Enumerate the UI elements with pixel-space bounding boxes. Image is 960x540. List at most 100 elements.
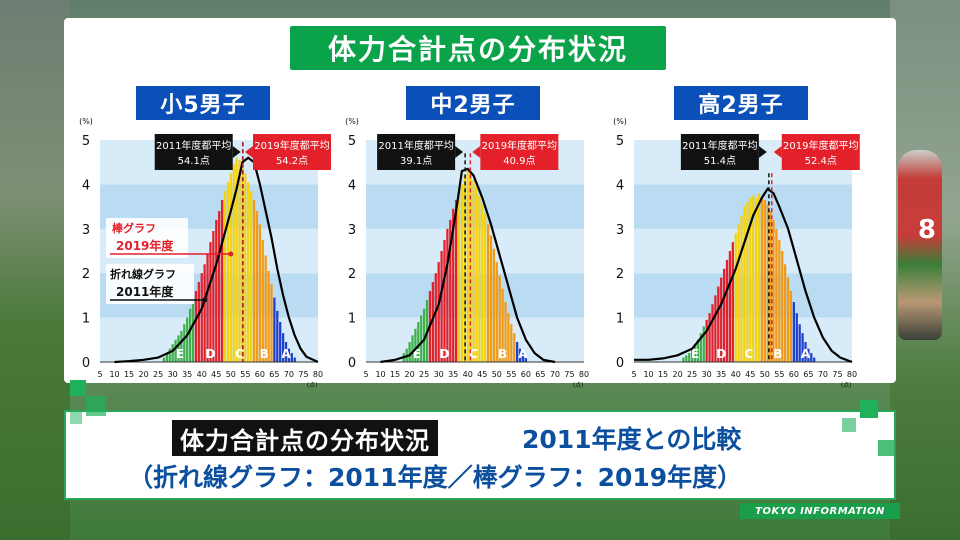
x-tick-label: 45 bbox=[211, 370, 221, 379]
bar-2019 bbox=[220, 199, 224, 362]
bar-2019 bbox=[411, 335, 414, 362]
bar-2019 bbox=[722, 268, 726, 362]
line-2011 bbox=[634, 187, 853, 364]
bar-2019 bbox=[212, 231, 215, 362]
bar-2019 bbox=[457, 191, 461, 362]
bar-2019 bbox=[813, 357, 816, 362]
x-tick-label: 75 bbox=[832, 370, 842, 379]
bar-2019 bbox=[472, 179, 475, 362]
avg-2019-pointer bbox=[245, 146, 254, 158]
bar-2019 bbox=[734, 233, 737, 362]
bar-2019 bbox=[478, 195, 481, 362]
bar-2019 bbox=[215, 219, 218, 362]
grade-label-E: E bbox=[413, 347, 421, 361]
bar-2019 bbox=[235, 157, 238, 362]
bar-2019 bbox=[792, 302, 796, 362]
x-tick-label: 25 bbox=[419, 370, 429, 379]
plot-band bbox=[634, 184, 852, 229]
bar-2019 bbox=[417, 322, 420, 362]
annotation-line-label2: 2011年度 bbox=[116, 284, 174, 299]
bar-2019 bbox=[781, 251, 784, 362]
grade-label-B: B bbox=[773, 347, 782, 361]
bar-2019 bbox=[801, 333, 804, 362]
grade-label-D: D bbox=[716, 347, 726, 361]
grade-label-B: B bbox=[260, 347, 269, 361]
x-tick-label: 70 bbox=[818, 370, 828, 379]
x-tick-label: 45 bbox=[477, 370, 487, 379]
plot-band bbox=[100, 317, 318, 362]
bar-2019 bbox=[460, 184, 464, 362]
panel-title-elementary: 小5男子 bbox=[136, 86, 270, 120]
x-tick-label: 5 bbox=[631, 370, 636, 379]
avg-2019-box bbox=[480, 134, 559, 170]
avg-2011-pointer bbox=[232, 146, 241, 158]
x-tick-label: 10 bbox=[375, 370, 385, 379]
x-tick-label: 80 bbox=[579, 370, 589, 379]
y-tick-label: 4 bbox=[616, 178, 624, 193]
bar-2019 bbox=[795, 313, 798, 362]
bar-2019 bbox=[475, 186, 478, 362]
bar-2019 bbox=[720, 277, 723, 362]
x-tick-label: 20 bbox=[405, 370, 415, 379]
bar-2019 bbox=[171, 344, 174, 362]
bar-2019 bbox=[737, 224, 740, 362]
bar-2019 bbox=[714, 295, 717, 362]
x-tick-label: 65 bbox=[803, 370, 813, 379]
bar-2019 bbox=[422, 308, 426, 362]
bar-2019 bbox=[281, 333, 285, 362]
bar-2019 bbox=[702, 326, 705, 362]
bar-2019 bbox=[746, 202, 749, 362]
bar-2019 bbox=[486, 224, 490, 362]
plot-band bbox=[366, 317, 584, 362]
x-tick-label: 40 bbox=[463, 370, 473, 379]
x-tick-label: 75 bbox=[298, 370, 308, 379]
bar-2019 bbox=[740, 215, 743, 362]
bar-2019 bbox=[766, 204, 769, 362]
avg-2019-value: 52.4点 bbox=[805, 155, 837, 167]
runner-bib-number: 8 bbox=[917, 215, 936, 245]
bar-2019 bbox=[420, 315, 423, 362]
bar-2019 bbox=[466, 171, 469, 362]
bar-2019 bbox=[743, 206, 746, 362]
bar-2019 bbox=[434, 273, 437, 362]
annotation-line-bg bbox=[106, 264, 194, 304]
x-tick-label: 20 bbox=[673, 370, 683, 379]
bar-2019 bbox=[749, 197, 752, 362]
avg-2019-value: 54.2点 bbox=[276, 155, 308, 167]
plot-band bbox=[366, 273, 584, 318]
bar-2019 bbox=[449, 219, 452, 362]
deco-square bbox=[860, 400, 878, 418]
x-tick-label: 50 bbox=[226, 370, 236, 379]
bar-2019 bbox=[693, 344, 697, 362]
bar-2019 bbox=[699, 333, 702, 362]
bar-2019 bbox=[446, 228, 449, 362]
grade-label-D: D bbox=[205, 347, 215, 361]
x-tick-label: 50 bbox=[760, 370, 770, 379]
bar-2019 bbox=[810, 353, 813, 362]
line-2011 bbox=[114, 156, 319, 364]
x-tick-label: 45 bbox=[745, 370, 755, 379]
x-unit-label: (点) bbox=[573, 381, 584, 389]
x-tick-label: 40 bbox=[731, 370, 741, 379]
x-unit-label: (点) bbox=[307, 381, 318, 389]
deco-square bbox=[86, 396, 106, 416]
bar-2019 bbox=[757, 193, 761, 362]
avg-2011-pointer bbox=[758, 146, 767, 158]
y-tick-label: 1 bbox=[616, 312, 624, 327]
bar-2019 bbox=[452, 208, 455, 362]
bar-2019 bbox=[174, 339, 177, 362]
annotation-bar-label1: 棒グラフ bbox=[112, 221, 156, 235]
y-tick-label: 0 bbox=[348, 356, 356, 371]
bar-2019 bbox=[798, 324, 801, 362]
deco-square bbox=[878, 440, 894, 456]
bar-2019 bbox=[754, 197, 758, 362]
x-tick-label: 40 bbox=[197, 370, 207, 379]
bar-2019 bbox=[690, 348, 694, 362]
x-tick-label: 50 bbox=[492, 370, 502, 379]
bar-2019 bbox=[521, 353, 525, 362]
bar-2019 bbox=[197, 282, 200, 362]
bar-2019 bbox=[203, 264, 206, 362]
x-tick-label: 60 bbox=[789, 370, 799, 379]
bar-2019 bbox=[489, 235, 493, 362]
x-tick-label: 35 bbox=[716, 370, 726, 379]
